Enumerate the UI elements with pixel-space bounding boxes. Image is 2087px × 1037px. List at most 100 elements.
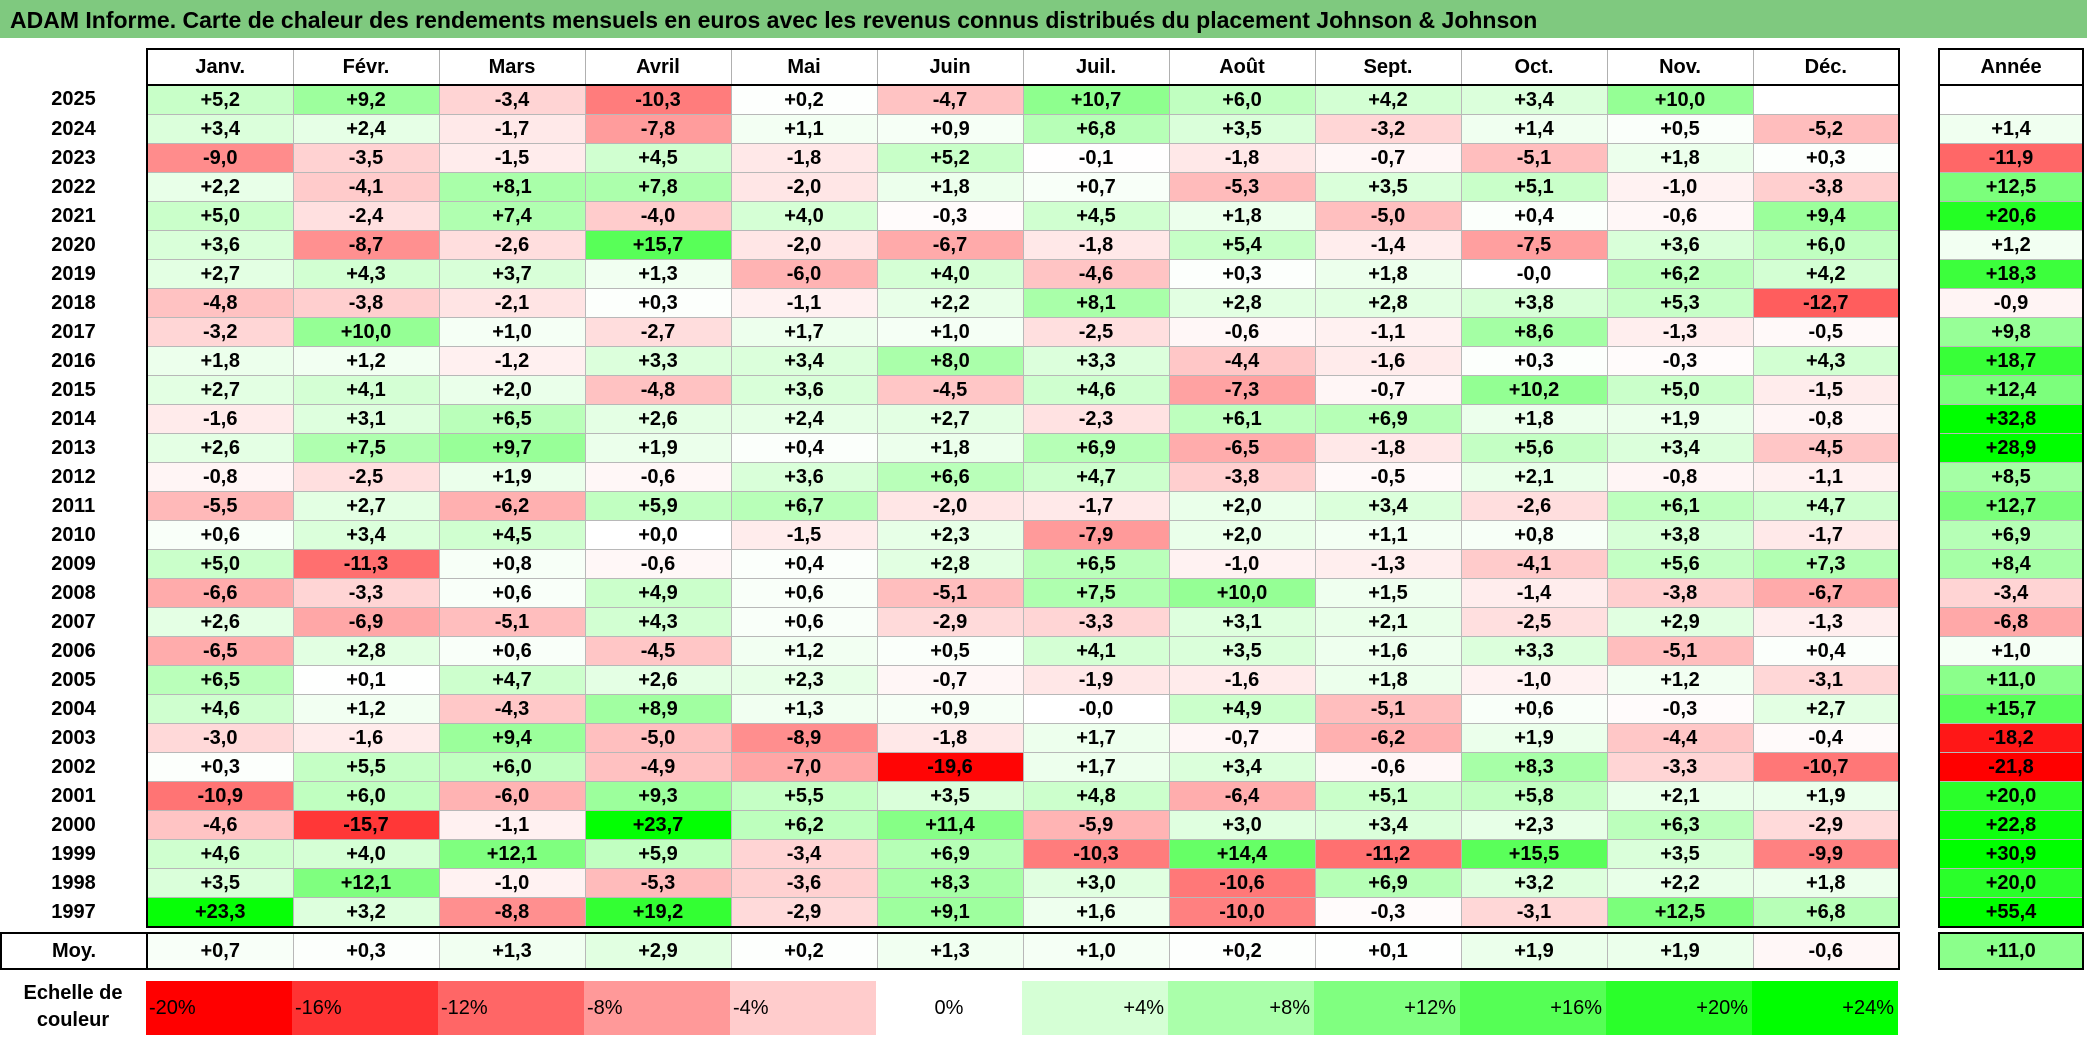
heatmap-cell: +1,8 [146, 346, 294, 376]
heatmap-cell: -4,6 [146, 810, 294, 840]
year-label: 2011 [1, 491, 148, 521]
heatmap-cell: +3,4 [292, 520, 440, 550]
heatmap-cell: +3,5 [146, 868, 294, 898]
heatmap-cell: +5,8 [1460, 781, 1608, 811]
heatmap-cell: +9,4 [1752, 201, 1900, 231]
heatmap-cell: -7,8 [584, 114, 732, 144]
heatmap-cell: -4,1 [292, 172, 440, 202]
heatmap-cell: -4,6 [1022, 259, 1170, 289]
annual-cell: -11,9 [1938, 143, 2084, 173]
heatmap-cell: -11,2 [1314, 839, 1462, 869]
heatmap-cell: +4,0 [730, 201, 878, 231]
heatmap-cell: -3,1 [1752, 665, 1900, 695]
heatmap-cell: -3,8 [1752, 172, 1900, 202]
heatmap-cell: +3,3 [1022, 346, 1170, 376]
heatmap-cell: +6,0 [1752, 230, 1900, 260]
heatmap-cell: -2,6 [438, 230, 586, 260]
annual-cell: -6,8 [1938, 607, 2084, 637]
heatmap-cell: +1,6 [1022, 897, 1170, 928]
heatmap-cell: +2,0 [1168, 491, 1316, 521]
heatmap-cell: +2,7 [876, 404, 1024, 434]
year-label: 2020 [1, 230, 148, 260]
heatmap-cell: -0,7 [1314, 375, 1462, 405]
table-row: 2015 +2,7 +4,1 +2,0 -4,8 +3,6 -4,5 +4,6 -7,3 -0,7… [1, 375, 1900, 405]
heatmap-cell: -4,0 [584, 201, 732, 231]
average-cell: +1,9 [1460, 932, 1608, 970]
annual-row: +12,5 [1938, 172, 2084, 202]
heatmap-cell: +2,9 [1606, 607, 1754, 637]
table-row: 2006 -6,5 +2,8 +0,6 -4,5 +1,2 +0,5 +4,1 +3,5 +1,6… [1, 636, 1900, 666]
annual-cell: +20,6 [1938, 201, 2084, 231]
annual-row: -6,8 [1938, 607, 2084, 637]
heatmap-cell: -5,1 [1314, 694, 1462, 724]
average-cell: +2,9 [584, 932, 732, 970]
heatmap-cell: +11,4 [876, 810, 1024, 840]
heatmap-cell: +19,2 [584, 897, 732, 928]
heatmap-cell: -3,2 [1314, 114, 1462, 144]
heatmap-cell: -3,1 [1460, 897, 1608, 928]
annual-cell: +6,9 [1938, 520, 2084, 550]
heatmap-cell: +2,6 [146, 607, 294, 637]
heatmap-cell: +8,3 [1460, 752, 1608, 782]
heatmap-cell: +0,6 [438, 578, 586, 608]
heatmap-cell: -4,5 [584, 636, 732, 666]
heatmap-cell: +4,5 [584, 143, 732, 173]
table-row: 2008 -6,6 -3,3 +0,6 +4,9 +0,6 -5,1 +7,5 +10,0 +1,… [1, 578, 1900, 608]
table-row: 1998 +3,5 +12,1 -1,0 -5,3 -3,6 +8,3 +3,0 -10,6 +6… [1, 868, 1900, 898]
heatmap-cell: +12,1 [438, 839, 586, 869]
heatmap-cell: -1,7 [438, 114, 586, 144]
annual-row: +9,8 [1938, 317, 2084, 347]
heatmap-cell: -0,7 [1168, 723, 1316, 753]
heatmap-cell: +0,4 [1752, 636, 1900, 666]
heatmap-cell: +3,1 [292, 404, 440, 434]
heatmap-cell: +6,9 [1314, 404, 1462, 434]
heatmap-cell: +6,2 [730, 810, 878, 840]
heatmap-cell: +3,8 [1606, 520, 1754, 550]
heatmap-cell: -5,1 [1606, 636, 1754, 666]
heatmap-cell: +4,8 [1022, 781, 1170, 811]
heatmap-cell: +1,7 [730, 317, 878, 347]
annual-cell: +28,9 [1938, 433, 2084, 463]
year-label: 1999 [1, 839, 148, 869]
heatmap-cell: +3,5 [1168, 114, 1316, 144]
heatmap-cell: +3,5 [1314, 172, 1462, 202]
average-cell: +1,0 [1022, 932, 1170, 970]
year-label: 2016 [1, 346, 148, 376]
heatmap-cell: +1,8 [876, 433, 1024, 463]
heatmap-cell: +8,9 [584, 694, 732, 724]
heatmap-cell: +1,9 [1460, 723, 1608, 753]
annual-cell: +1,0 [1938, 636, 2084, 666]
heatmap-cell: +2,1 [1606, 781, 1754, 811]
month-header: Janv. [146, 48, 294, 86]
table-row: 2025 +5,2 +9,2 -3,4 -10,3 +0,2 -4,7 +10,7 +6,0 +4… [1, 84, 1900, 115]
heatmap-cell: +2,6 [146, 433, 294, 463]
year-label: 2010 [1, 520, 148, 550]
color-scale-stop: +24% [1752, 981, 1898, 1035]
heatmap-cell: +6,8 [1022, 114, 1170, 144]
heatmap-cell: +1,7 [1022, 752, 1170, 782]
heatmap-cell: -2,0 [730, 172, 878, 202]
heatmap-cell: +0,9 [876, 694, 1024, 724]
heatmap-cell: +1,9 [1606, 404, 1754, 434]
heatmap-cell: -3,8 [292, 288, 440, 318]
heatmap-cell: +6,8 [1752, 897, 1900, 928]
heatmap-cell: -2,5 [292, 462, 440, 492]
heatmap-cell: -1,4 [1314, 230, 1462, 260]
heatmap-cell: -1,2 [438, 346, 586, 376]
heatmap-cell: -1,4 [1460, 578, 1608, 608]
heatmap-cell: -4,5 [876, 375, 1024, 405]
annual-row: +15,7 [1938, 694, 2084, 724]
heatmap-cell: +4,6 [146, 839, 294, 869]
table-row: 2004 +4,6 +1,2 -4,3 +8,9 +1,3 +0,9 -0,0 +4,9 -5,1… [1, 694, 1900, 724]
year-label: 2003 [1, 723, 148, 753]
heatmap-cell: -1,0 [438, 868, 586, 898]
heatmap-cell: +2,7 [146, 375, 294, 405]
heatmap-cell: -3,8 [1168, 462, 1316, 492]
heatmap-cell: +0,2 [730, 84, 878, 115]
heatmap-cell: -1,6 [1314, 346, 1462, 376]
annual-row [1938, 84, 2084, 115]
heatmap-cell: +6,1 [1606, 491, 1754, 521]
annual-cell: +15,7 [1938, 694, 2084, 724]
heatmap-cell: +6,0 [292, 781, 440, 811]
heatmap-cell: -3,3 [292, 578, 440, 608]
